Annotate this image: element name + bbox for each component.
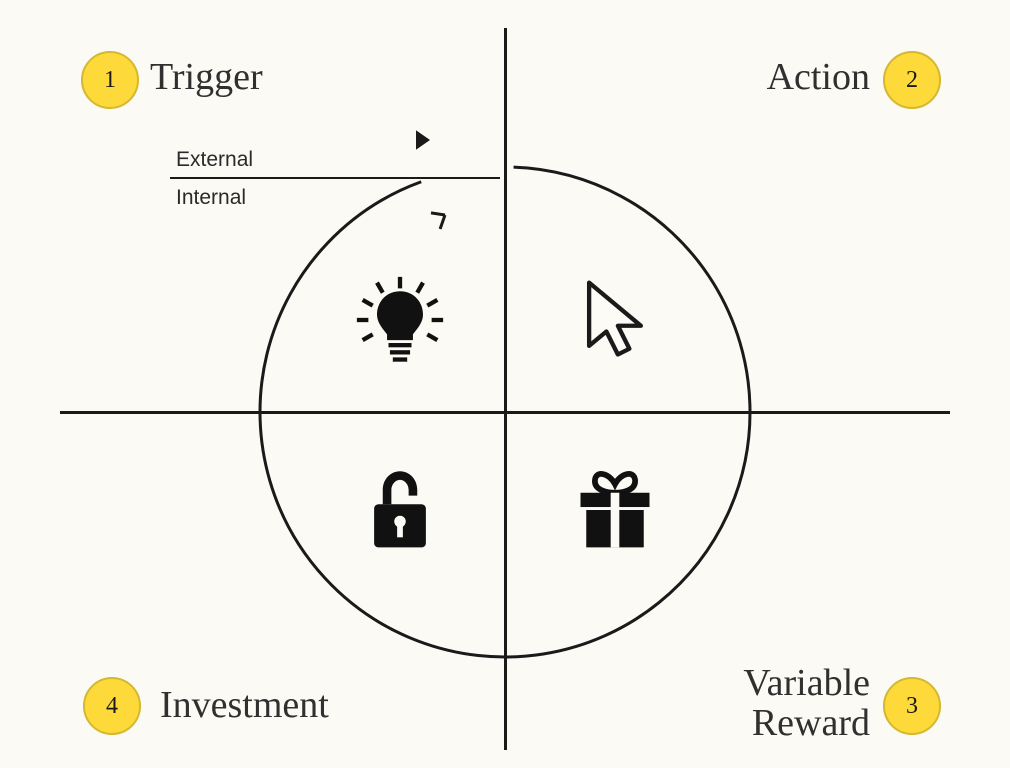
trigger-divider-line: [170, 177, 500, 179]
badge-4-number: 4: [106, 693, 118, 720]
badge-1-number: 1: [104, 67, 116, 94]
badge-4: 4: [83, 677, 141, 735]
label-reward: Variable Reward: [743, 664, 870, 744]
lightbulb-icon: [354, 274, 446, 366]
external-arrowhead: [416, 130, 430, 150]
hook-model-diagram: External Internal Trigger Action Investm…: [0, 0, 1010, 768]
cycle-circle: [0, 0, 1010, 768]
badge-1: 1: [81, 51, 139, 109]
gift-icon: [569, 464, 661, 556]
badge-2: 2: [883, 51, 941, 109]
badge-3-number: 3: [906, 693, 918, 720]
sublabel-internal: Internal: [176, 186, 246, 210]
label-investment: Investment: [160, 686, 329, 726]
label-trigger: Trigger: [150, 58, 263, 98]
badge-2-number: 2: [906, 67, 918, 94]
badge-3: 3: [883, 677, 941, 735]
cursor-icon: [569, 274, 661, 366]
sublabel-external: External: [176, 148, 253, 172]
label-action: Action: [767, 58, 870, 98]
internal-arrowhead: [431, 213, 445, 229]
lock-icon: [354, 464, 446, 556]
